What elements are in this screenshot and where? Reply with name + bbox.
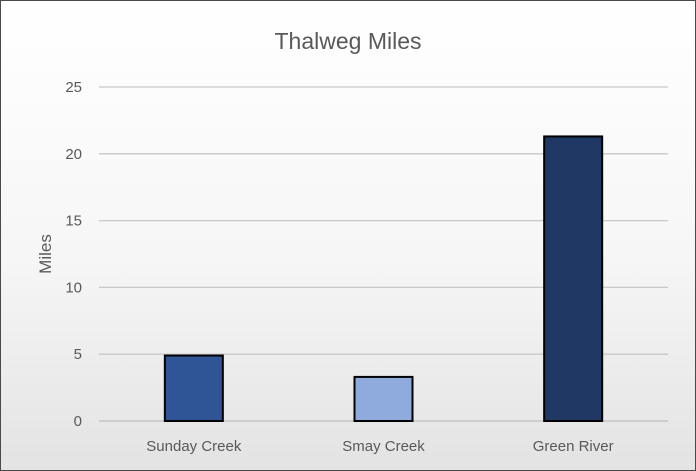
y-axis-ticks: 0 5 10 15 20 25 xyxy=(65,79,82,430)
y-tick-label: 15 xyxy=(65,213,82,230)
y-tick-label: 0 xyxy=(74,413,82,430)
x-axis-ticks: Sunday Creek Smay Creek Green River xyxy=(146,438,613,455)
chart-title: Thalweg Miles xyxy=(275,28,422,54)
bar-smay-creek xyxy=(353,375,414,422)
y-tick-label: 5 xyxy=(74,346,82,363)
bar-green-river xyxy=(543,135,604,422)
y-axis-label: Miles xyxy=(36,234,55,274)
y-tick-label: 20 xyxy=(65,146,82,163)
bar-sunday-creek xyxy=(163,354,224,423)
x-tick-label: Green River xyxy=(533,438,614,455)
y-tick-label: 10 xyxy=(65,279,82,296)
x-tick-label: Smay Creek xyxy=(342,438,425,455)
x-tick-label: Sunday Creek xyxy=(146,438,242,455)
bars xyxy=(163,135,604,423)
y-tick-label: 25 xyxy=(65,79,82,96)
